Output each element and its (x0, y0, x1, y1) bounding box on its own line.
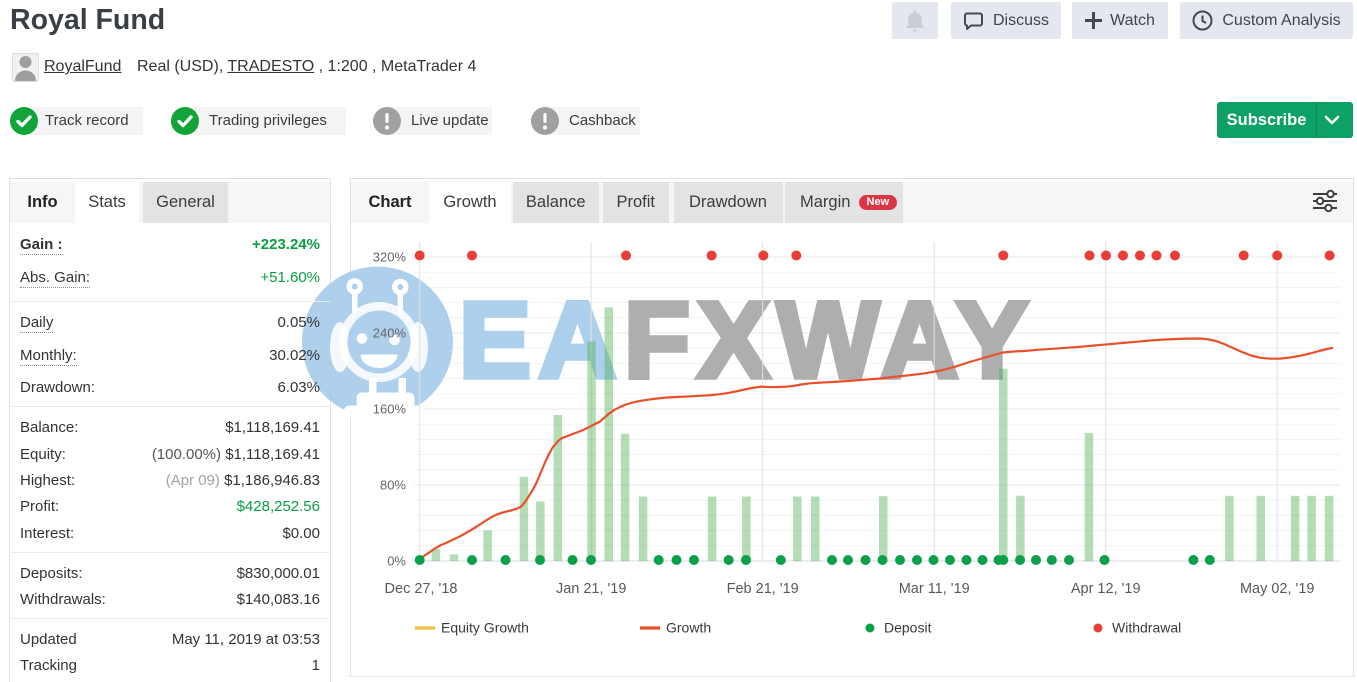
svg-text:Feb 21, '19: Feb 21, '19 (727, 581, 799, 597)
svg-text:Growth: Growth (666, 620, 711, 636)
svg-text:Mar 11, '19: Mar 11, '19 (899, 581, 970, 597)
svg-text:Deposit: Deposit (884, 620, 932, 636)
svg-text:Jan 21, '19: Jan 21, '19 (556, 581, 627, 597)
svg-text:Dec 27, '18: Dec 27, '18 (385, 581, 458, 597)
svg-text:May 02, '19: May 02, '19 (1240, 581, 1315, 597)
svg-text:160%: 160% (373, 402, 407, 417)
svg-text:240%: 240% (373, 326, 407, 341)
svg-text:Withdrawal: Withdrawal (1112, 620, 1181, 636)
svg-text:Equity Growth: Equity Growth (441, 620, 529, 636)
svg-text:0%: 0% (387, 554, 406, 569)
svg-text:80%: 80% (380, 478, 406, 493)
svg-text:320%: 320% (373, 250, 407, 265)
svg-text:Apr 12, '19: Apr 12, '19 (1071, 581, 1141, 597)
